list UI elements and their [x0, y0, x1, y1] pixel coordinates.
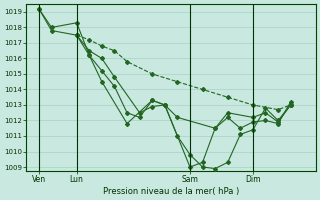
X-axis label: Pression niveau de la mer( hPa ): Pression niveau de la mer( hPa )	[103, 187, 239, 196]
